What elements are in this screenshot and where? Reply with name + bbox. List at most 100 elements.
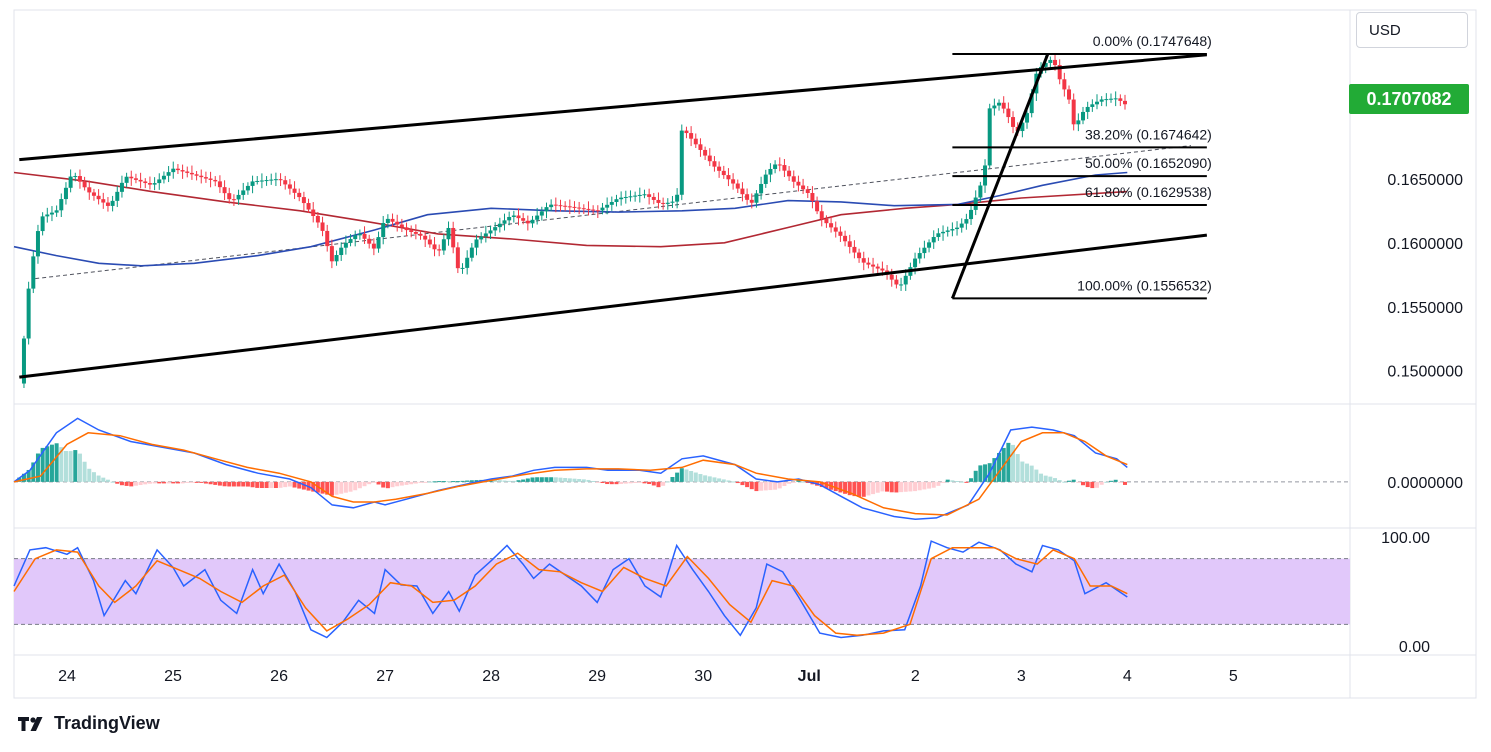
macd-histogram-bar xyxy=(399,481,404,486)
candle-body xyxy=(791,176,796,182)
candle-body xyxy=(367,238,372,244)
macd-histogram-bar xyxy=(465,480,470,482)
date-tick-label: 5 xyxy=(1229,668,1238,685)
candle-body xyxy=(581,208,586,210)
candle-body xyxy=(530,219,535,224)
macd-histogram-bar xyxy=(768,481,773,491)
date-tick-label: 24 xyxy=(58,668,76,685)
candle-body xyxy=(1104,99,1109,101)
candle-body xyxy=(77,176,82,182)
candle-body xyxy=(558,205,563,207)
price-axis: 0.1650000 0.1600000 0.1550000 0.1500000 0.00… xyxy=(1381,172,1463,656)
candle-body xyxy=(763,174,768,184)
candle-body xyxy=(759,183,764,194)
macd-histogram-bar xyxy=(474,480,479,482)
macd-histogram-bar xyxy=(563,478,568,482)
candle-body xyxy=(642,194,647,196)
macd-histogram-bar xyxy=(600,481,605,484)
candle-body xyxy=(91,192,96,196)
macd-histogram-bar xyxy=(544,477,549,482)
candle-body xyxy=(371,243,376,249)
sma-red-line xyxy=(13,171,1128,248)
candle-body xyxy=(1076,120,1081,125)
macd-histogram-bar xyxy=(185,481,190,483)
candle-body xyxy=(413,231,418,234)
macd-histogram-bar xyxy=(446,481,451,483)
candle-body xyxy=(451,227,456,248)
candle-body xyxy=(213,179,218,182)
macd-histogram-bar xyxy=(1118,481,1123,483)
candle-body xyxy=(749,199,754,203)
candle-body xyxy=(768,168,773,175)
macd-histogram-bar xyxy=(1057,480,1062,482)
candle-body xyxy=(287,184,292,189)
macd-histogram-bar xyxy=(343,481,348,493)
candle-body xyxy=(334,255,339,262)
candle-body xyxy=(68,176,73,188)
candle-body xyxy=(348,239,353,243)
candle-body xyxy=(1011,117,1016,127)
macd-histogram-bar xyxy=(978,465,983,482)
macd-histogram-bar xyxy=(656,481,661,488)
macd-histogram-bar xyxy=(819,481,824,488)
candle-body xyxy=(115,191,120,201)
fib-level-label: 0.00% (0.1747648) xyxy=(1093,33,1212,49)
macd-histogram-bar xyxy=(1123,481,1128,485)
candle-body xyxy=(250,181,255,186)
macd-histogram-bar xyxy=(880,481,885,492)
macd-histogram-bar xyxy=(684,469,689,482)
macd-histogram-bar xyxy=(455,481,460,483)
macd-histogram-bar xyxy=(917,481,922,491)
macd-histogram-bar xyxy=(413,481,418,484)
candle-body xyxy=(236,194,241,200)
candle-body xyxy=(203,177,208,179)
macd-histogram-bar xyxy=(124,481,129,486)
candle-body xyxy=(726,175,731,180)
candle-body xyxy=(619,197,624,200)
brand-name: TradingView xyxy=(54,713,160,733)
macd-histogram-bar xyxy=(992,458,997,482)
macd-histogram-bar xyxy=(899,481,904,493)
macd-histogram-bar xyxy=(418,481,423,483)
macd-histogram-bar xyxy=(941,481,946,483)
candle-body xyxy=(31,256,36,289)
candle-body xyxy=(544,207,549,212)
macd-histogram-bar xyxy=(847,481,852,496)
candle-body xyxy=(166,172,171,176)
currency-selector[interactable]: USD xyxy=(1356,12,1468,48)
candle-body xyxy=(59,199,64,211)
macd-histogram-bar xyxy=(1109,480,1114,482)
candle-body xyxy=(819,211,824,219)
candle-body xyxy=(656,199,661,203)
candle-body xyxy=(297,192,302,198)
chart-frame xyxy=(13,9,1477,699)
macd-histogram-bar xyxy=(376,481,381,485)
macd-histogram-bar xyxy=(773,481,778,490)
macd-histogram-bar xyxy=(619,481,624,484)
macd-histogram-bar xyxy=(838,481,843,493)
date-tick-label: 29 xyxy=(588,668,606,685)
candle-body xyxy=(1099,99,1104,102)
macd-histogram-bar xyxy=(63,450,68,482)
macd-histogram-bar xyxy=(59,447,64,482)
macd-histogram-bar xyxy=(101,477,106,482)
candle-body xyxy=(502,220,507,224)
tradingview-branding[interactable]: TradingView xyxy=(18,713,160,734)
macd-histogram-bar xyxy=(651,481,656,486)
macd-histogram-bar xyxy=(1029,465,1034,482)
price-panel[interactable]: 0.00% (0.1747648) 38.20% (0.1674642) 50.00… xyxy=(13,33,1212,389)
candle-body xyxy=(539,211,544,216)
macd-histogram-bar xyxy=(1043,475,1048,482)
macd-panel[interactable] xyxy=(13,417,1350,521)
macd-histogram-bar xyxy=(325,481,330,495)
candle-body xyxy=(987,108,992,166)
candle-body xyxy=(283,180,288,185)
stochastic-panel[interactable] xyxy=(13,540,1350,639)
candle-body xyxy=(572,206,577,208)
macd-histogram-bar xyxy=(577,479,582,482)
macd-histogram-bar xyxy=(493,479,498,482)
candle-body xyxy=(1067,89,1072,100)
macd-histogram-bar xyxy=(497,480,502,482)
macd-histogram-bar xyxy=(805,481,810,483)
